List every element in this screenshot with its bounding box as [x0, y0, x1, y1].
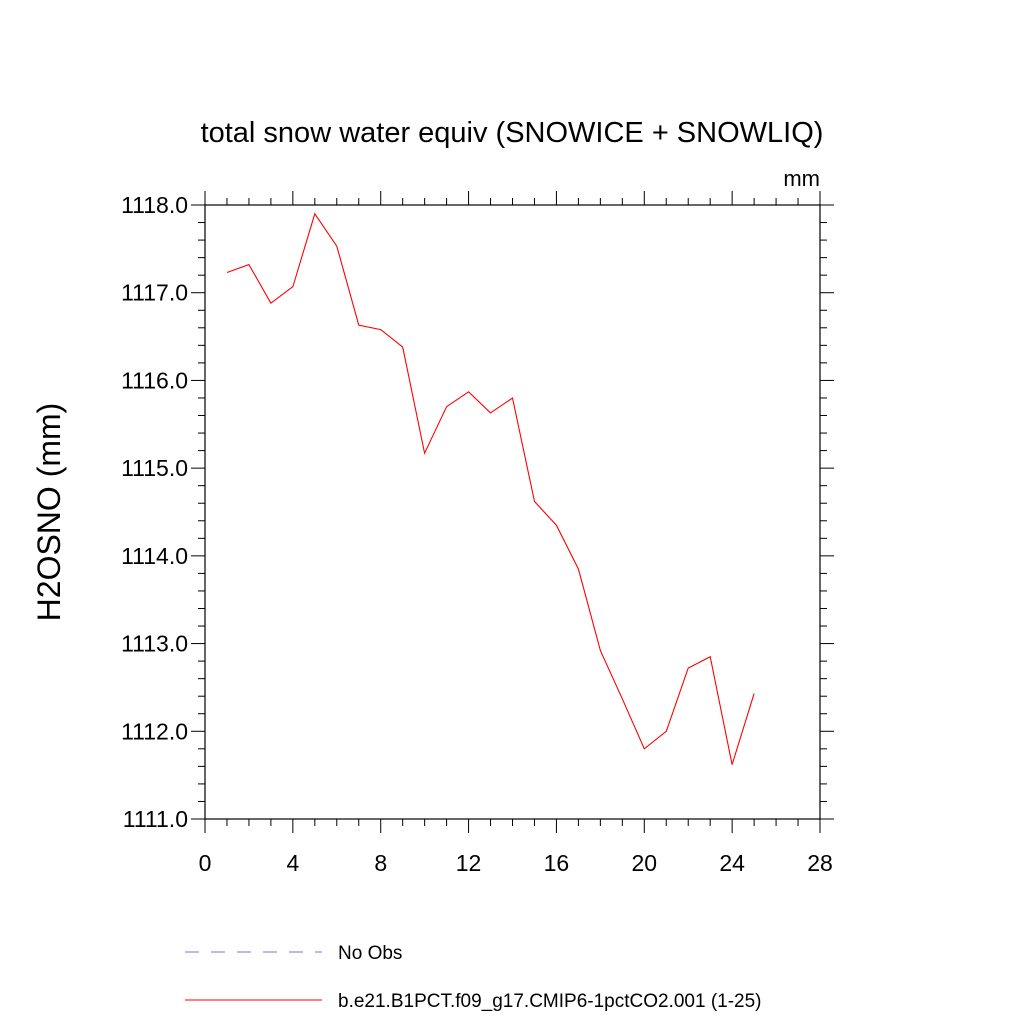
x-tick-label: 16	[544, 850, 570, 876]
x-tick-label: 0	[199, 850, 212, 876]
x-tick-label: 8	[374, 850, 387, 876]
plot-frame	[204, 204, 821, 820]
y-tick-label: 1116.0	[121, 367, 188, 393]
y-tick-label: 1112.0	[121, 718, 188, 744]
y-tick-label: 1115.0	[121, 455, 188, 481]
series-line-1	[226, 212, 755, 765]
x-tick-label: 28	[807, 850, 833, 876]
units-label: mm	[783, 166, 820, 191]
y-tick-label: 1118.0	[121, 192, 188, 218]
y-axis-label: H2OSNO (mm)	[31, 403, 67, 622]
x-tick-label: 20	[631, 850, 657, 876]
legend-label: b.e21.B1PCT.f09_g17.CMIP6-1pctCO2.001 (1…	[338, 991, 762, 1012]
x-tick-label: 4	[286, 850, 299, 876]
chart-title: total snow water equiv (SNOWICE + SNOWLI…	[201, 117, 824, 149]
series-lines	[226, 212, 755, 765]
y-tick-label: 1113.0	[121, 631, 188, 657]
y-tick-label: 1114.0	[121, 543, 188, 569]
axis-ticks: 0 4 8 12 16 20 24 28 1111.0 1112.0 1113.0 1114.0 111…	[121, 191, 834, 876]
x-tick-label: 24	[719, 850, 745, 876]
y-tick-label: 1111.0	[123, 806, 188, 832]
x-tick-label: 12	[456, 850, 482, 876]
legend-label: No Obs	[338, 943, 402, 964]
y-tick-label: 1117.0	[121, 280, 188, 306]
legend: No Obs b.e21.B1PCT.f09_g17.CMIP6-1pctCO2.…	[185, 943, 762, 1012]
